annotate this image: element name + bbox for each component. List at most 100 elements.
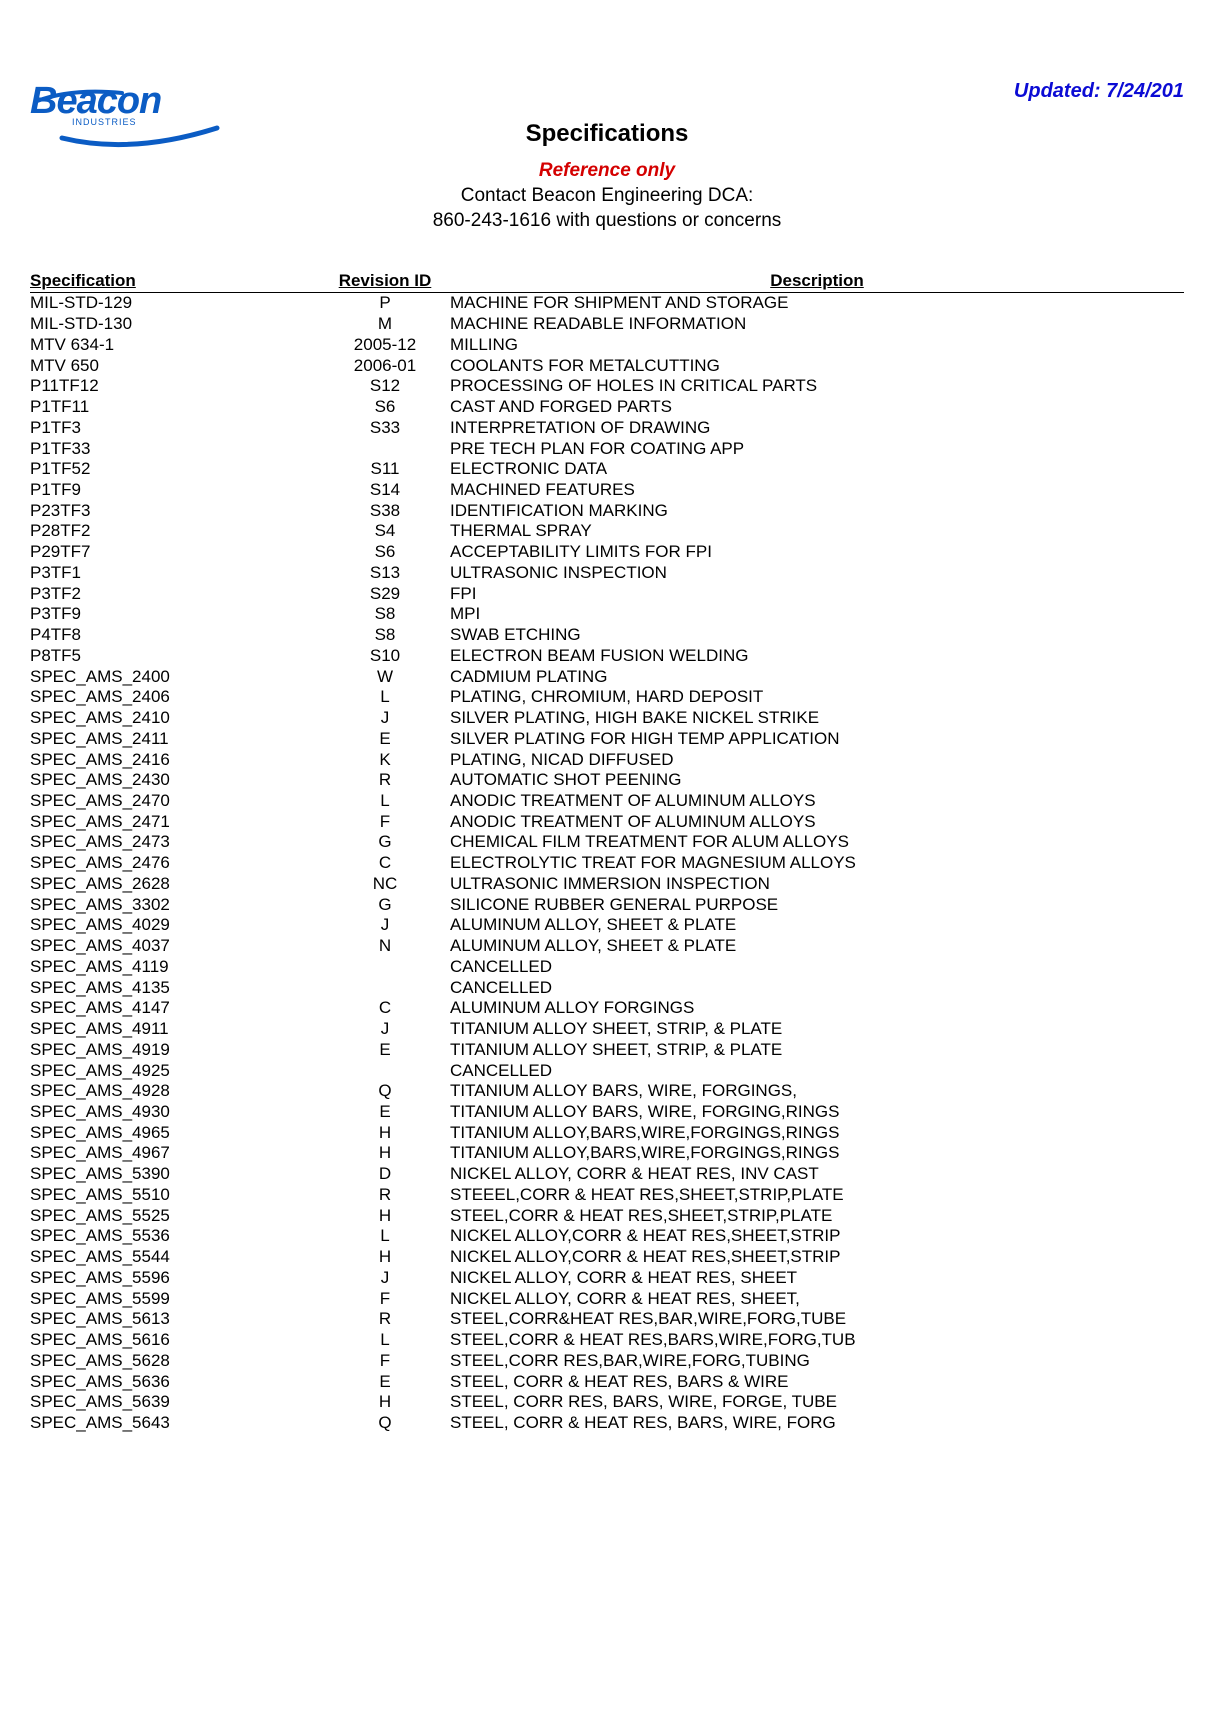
cell-rev: S6 [320, 542, 450, 563]
cell-rev: S8 [320, 625, 450, 646]
cell-desc: ACCEPTABILITY LIMITS FOR FPI [450, 542, 1184, 563]
cell-spec: SPEC_AMS_4930 [30, 1102, 320, 1123]
cell-desc: TITANIUM ALLOY SHEET, STRIP, & PLATE [450, 1040, 1184, 1061]
cell-desc: SILVER PLATING, HIGH BAKE NICKEL STRIKE [450, 708, 1184, 729]
cell-rev: J [320, 708, 450, 729]
cell-desc: ULTRASONIC IMMERSION INSPECTION [450, 874, 1184, 895]
table-row: SPEC_AMS_2476CELECTROLYTIC TREAT FOR MAG… [30, 853, 1184, 874]
table-row: MTV 634-12005-12MILLING [30, 335, 1184, 356]
cell-rev: H [320, 1206, 450, 1227]
cell-desc: ELECTROLYTIC TREAT FOR MAGNESIUM ALLOYS [450, 853, 1184, 874]
cell-desc: STEEL,CORR&HEAT RES,BAR,WIRE,FORG,TUBE [450, 1309, 1184, 1330]
cell-rev: M [320, 314, 450, 335]
cell-rev: G [320, 895, 450, 916]
cell-rev: H [320, 1143, 450, 1164]
cell-spec: P11TF12 [30, 376, 320, 397]
spec-table: Specification Revision ID Description MI… [30, 271, 1184, 1433]
col-header-spec: Specification [30, 271, 320, 291]
table-row: P1TF33PRE TECH PLAN FOR COATING APP [30, 439, 1184, 460]
cell-spec: P8TF5 [30, 646, 320, 667]
cell-desc: ANODIC TREATMENT OF ALUMINUM ALLOYS [450, 791, 1184, 812]
cell-desc: NICKEL ALLOY,CORR & HEAT RES,SHEET,STRIP [450, 1226, 1184, 1247]
cell-desc: PRE TECH PLAN FOR COATING APP [450, 439, 1184, 460]
cell-desc: CHEMICAL FILM TREATMENT FOR ALUM ALLOYS [450, 832, 1184, 853]
table-row: SPEC_AMS_4037NALUMINUM ALLOY, SHEET & PL… [30, 936, 1184, 957]
cell-rev: P [320, 293, 450, 314]
table-row: P8TF5S10ELECTRON BEAM FUSION WELDING [30, 646, 1184, 667]
cell-spec: SPEC_AMS_2471 [30, 812, 320, 833]
cell-rev [320, 957, 450, 978]
cell-rev: R [320, 1185, 450, 1206]
table-row: SPEC_AMS_2473GCHEMICAL FILM TREATMENT FO… [30, 832, 1184, 853]
cell-desc: STEEL, CORR RES, BARS, WIRE, FORGE, TUBE [450, 1392, 1184, 1413]
cell-rev: C [320, 853, 450, 874]
cell-spec: SPEC_AMS_4928 [30, 1081, 320, 1102]
logo-swoosh-icon [32, 83, 232, 153]
cell-desc: CANCELLED [450, 957, 1184, 978]
cell-desc: SILICONE RUBBER GENERAL PURPOSE [450, 895, 1184, 916]
cell-rev: H [320, 1392, 450, 1413]
cell-rev: L [320, 1330, 450, 1351]
table-row: SPEC_AMS_5525HSTEEL,CORR & HEAT RES,SHEE… [30, 1206, 1184, 1227]
table-row: SPEC_AMS_4135 CANCELLED [30, 978, 1184, 999]
cell-spec: MIL-STD-130 [30, 314, 320, 335]
cell-desc: SWAB ETCHING [450, 625, 1184, 646]
table-row: SPEC_AMS_2628NCULTRASONIC IMMERSION INSP… [30, 874, 1184, 895]
table-row: P3TF9S8MPI [30, 604, 1184, 625]
cell-rev [320, 439, 450, 460]
contact-line-2: 860-243-1616 with questions or concerns [30, 209, 1184, 234]
cell-desc: CAST AND FORGED PARTS [450, 397, 1184, 418]
cell-spec: MTV 634-1 [30, 335, 320, 356]
cell-desc: MACHINE FOR SHIPMENT AND STORAGE [450, 293, 1184, 314]
cell-spec: MTV 650 [30, 356, 320, 377]
table-body: MIL-STD-129PMACHINE FOR SHIPMENT AND STO… [30, 293, 1184, 1433]
table-row: SPEC_AMS_4930ETITANIUM ALLOY BARS, WIRE,… [30, 1102, 1184, 1123]
cell-spec: SPEC_AMS_4967 [30, 1143, 320, 1164]
table-row: SPEC_AMS_5613RSTEEL,CORR&HEAT RES,BAR,WI… [30, 1309, 1184, 1330]
cell-desc: FPI [450, 584, 1184, 605]
cell-rev: N [320, 936, 450, 957]
cell-spec: SPEC_AMS_4135 [30, 978, 320, 999]
table-row: MIL-STD-130MMACHINE READABLE INFORMATION [30, 314, 1184, 335]
cell-spec: SPEC_AMS_5643 [30, 1413, 320, 1434]
cell-desc: TITANIUM ALLOY,BARS,WIRE,FORGINGS,RINGS [450, 1123, 1184, 1144]
cell-desc: CADMIUM PLATING [450, 667, 1184, 688]
table-row: P3TF1S13ULTRASONIC INSPECTION [30, 563, 1184, 584]
cell-spec: SPEC_AMS_5599 [30, 1289, 320, 1310]
cell-rev: Q [320, 1413, 450, 1434]
cell-rev: NC [320, 874, 450, 895]
cell-desc: NICKEL ALLOY,CORR & HEAT RES,SHEET,STRIP [450, 1247, 1184, 1268]
cell-desc: ALUMINUM ALLOY, SHEET & PLATE [450, 936, 1184, 957]
cell-spec: SPEC_AMS_2473 [30, 832, 320, 853]
cell-rev: C [320, 998, 450, 1019]
cell-spec: P4TF8 [30, 625, 320, 646]
cell-desc: ANODIC TREATMENT OF ALUMINUM ALLOYS [450, 812, 1184, 833]
table-row: SPEC_AMS_4967HTITANIUM ALLOY,BARS,WIRE,F… [30, 1143, 1184, 1164]
cell-desc: STEEL, CORR & HEAT RES, BARS & WIRE [450, 1372, 1184, 1393]
cell-desc: SILVER PLATING FOR HIGH TEMP APPLICATION [450, 729, 1184, 750]
table-row: SPEC_AMS_2471FANODIC TREATMENT OF ALUMIN… [30, 812, 1184, 833]
cell-rev: E [320, 1040, 450, 1061]
cell-rev: G [320, 832, 450, 853]
cell-spec: SPEC_AMS_5636 [30, 1372, 320, 1393]
cell-spec: SPEC_AMS_2400 [30, 667, 320, 688]
cell-spec: SPEC_AMS_2411 [30, 729, 320, 750]
cell-rev: 2006-01 [320, 356, 450, 377]
table-row: SPEC_AMS_3302GSILICONE RUBBER GENERAL PU… [30, 895, 1184, 916]
cell-desc: CANCELLED [450, 978, 1184, 999]
cell-desc: ULTRASONIC INSPECTION [450, 563, 1184, 584]
table-header: Specification Revision ID Description [30, 271, 1184, 293]
cell-desc: STEEL,CORR & HEAT RES,BARS,WIRE,FORG,TUB [450, 1330, 1184, 1351]
cell-rev: 2005-12 [320, 335, 450, 356]
table-row: SPEC_AMS_2430RAUTOMATIC SHOT PEENING [30, 770, 1184, 791]
table-row: SPEC_AMS_5628FSTEEL,CORR RES,BAR,WIRE,FO… [30, 1351, 1184, 1372]
cell-desc: MACHINED FEATURES [450, 480, 1184, 501]
cell-rev: J [320, 1268, 450, 1289]
cell-rev: F [320, 1289, 450, 1310]
table-row: P1TF52S11ELECTRONIC DATA [30, 459, 1184, 480]
table-row: MTV 6502006-01COOLANTS FOR METALCUTTING [30, 356, 1184, 377]
cell-desc: ELECTRONIC DATA [450, 459, 1184, 480]
cell-spec: MIL-STD-129 [30, 293, 320, 314]
cell-spec: P3TF9 [30, 604, 320, 625]
cell-rev: E [320, 729, 450, 750]
